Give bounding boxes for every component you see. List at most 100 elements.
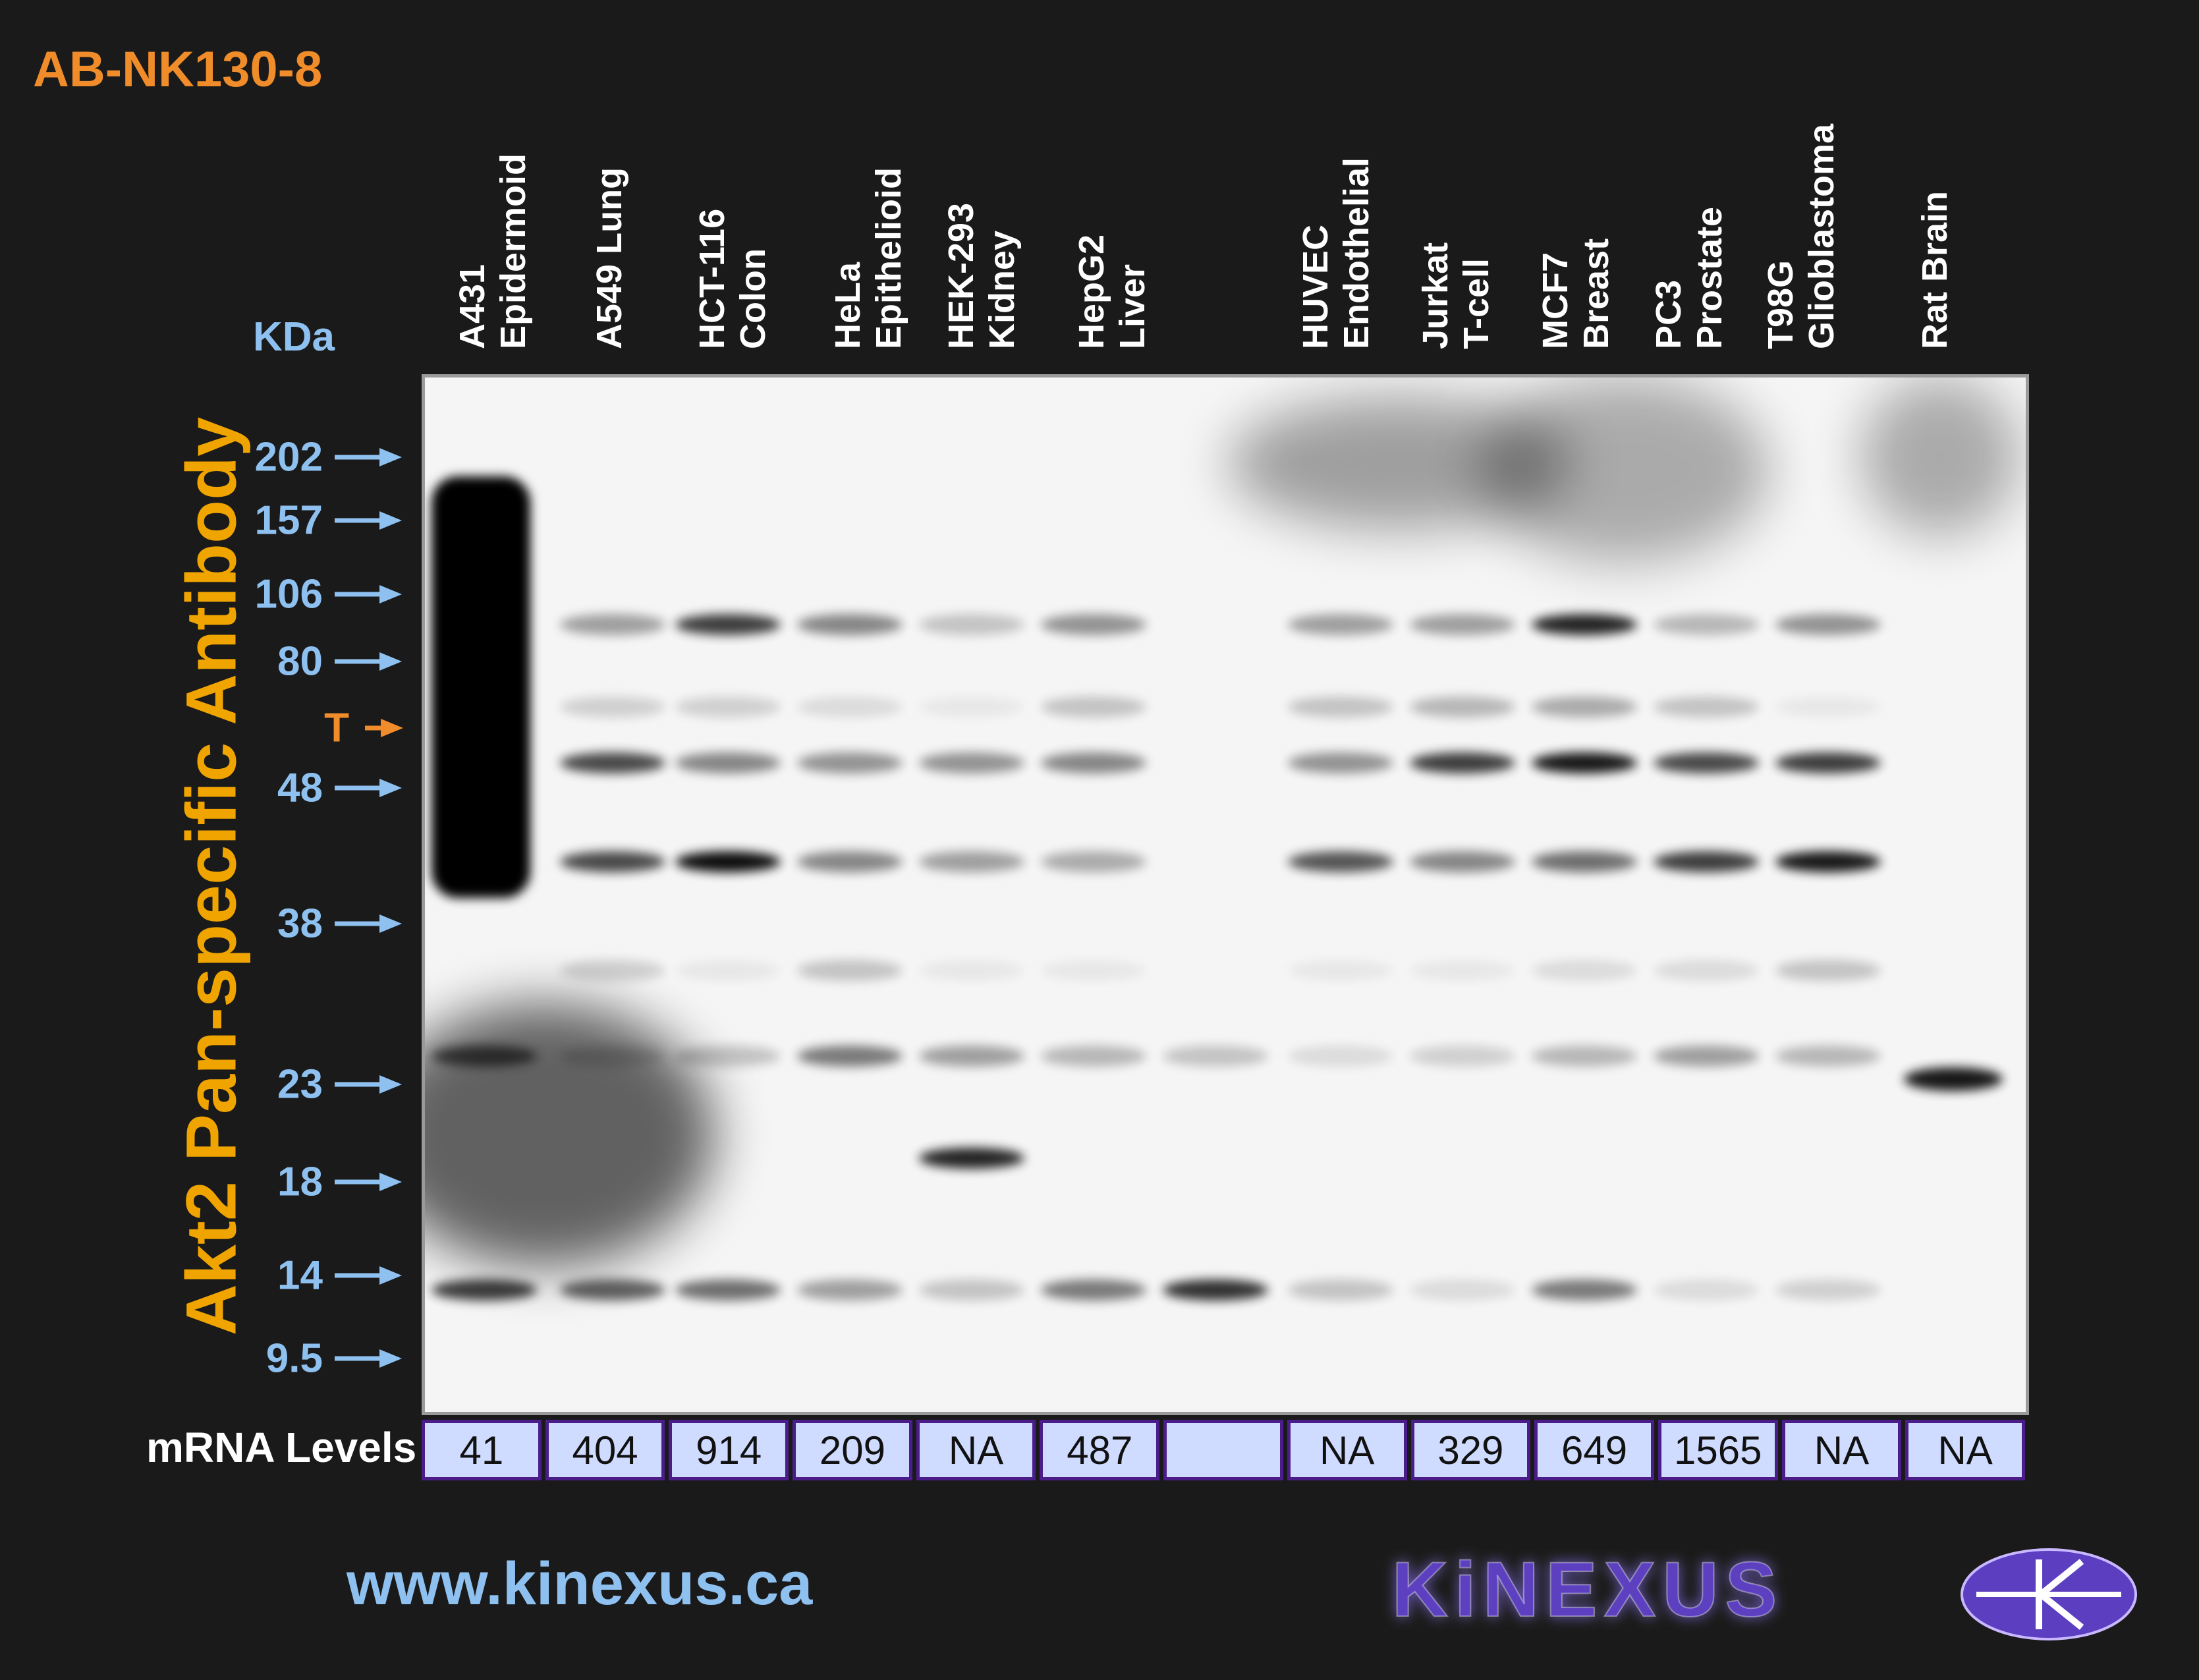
blot-band: [1654, 960, 1759, 981]
blot-band: [919, 1046, 1024, 1067]
blot-smudge: [1479, 378, 1769, 562]
lane-label-line2: T-cell: [1457, 258, 1496, 349]
blot-band: [675, 752, 781, 773]
marker-arrow-icon: [335, 1173, 402, 1191]
blot-band: [1410, 851, 1515, 872]
lane-label-line1: PC3: [1649, 279, 1688, 349]
blot-band: [1041, 960, 1146, 981]
blot-band: [1775, 752, 1881, 773]
blot-band: [1288, 614, 1393, 635]
blot-band: [1775, 614, 1881, 635]
mrna-level-cell: 914: [669, 1420, 789, 1480]
lane-label: Rat Brain: [1914, 191, 1955, 349]
blot-band: [1532, 1046, 1637, 1067]
blot-band: [675, 1046, 781, 1067]
blot-band: [1041, 851, 1146, 872]
blot-band: [675, 614, 781, 635]
blot-smudge: [1861, 378, 2019, 536]
mrna-levels-label: mRNA Levels: [146, 1424, 417, 1471]
blot-band: [797, 614, 903, 635]
marker-label: 80: [277, 638, 323, 685]
lane-label-line1: HUVEC: [1296, 224, 1335, 349]
blot-band: [560, 752, 665, 773]
blot-band: [1654, 851, 1759, 872]
mrna-level-cell: 1565: [1657, 1420, 1778, 1480]
blot-band: [797, 696, 903, 717]
blot-band: [675, 696, 781, 717]
blot-band: [919, 1279, 1024, 1301]
blot-band: [1288, 1046, 1393, 1067]
brand-wordmark: KiNEXUS: [1392, 1546, 1784, 1633]
blot-band: [1041, 752, 1146, 773]
mrna-level-cell: NA: [1287, 1420, 1407, 1480]
product-code: AB-NK130-8: [33, 42, 323, 98]
kda-label: KDa: [253, 314, 335, 360]
marker-arrow-icon: [335, 779, 402, 797]
lane-label: Jurkat T-cell: [1415, 242, 1497, 349]
lane-label: A549 Lung: [589, 167, 630, 349]
blot-band: [1288, 1279, 1393, 1301]
lane-label: A431 Epidermoid: [452, 154, 534, 349]
marker-arrow-icon: [335, 652, 402, 671]
lane-label-line2: Liver: [1113, 264, 1152, 349]
lane-label: HCT-116 Colon: [692, 209, 773, 349]
blot-band: [1410, 614, 1515, 635]
lane-label-line2: Epidermoid: [493, 153, 533, 349]
blot-band: [1041, 1046, 1146, 1067]
blot-band: [1410, 696, 1515, 717]
blot-band: [1288, 960, 1393, 981]
blot-band: [1654, 696, 1759, 717]
lane-label-line2: Colon: [733, 248, 773, 349]
blot-band: [431, 1279, 537, 1301]
blot-bands: [425, 378, 2019, 1301]
marker-label: 23: [277, 1061, 323, 1107]
lane-label-line1: A431: [453, 264, 492, 349]
blot-band: [1654, 752, 1759, 773]
blot-band: [1288, 752, 1393, 773]
kinexus-wordmark-logo: KiNEXUS: [1391, 1546, 1784, 1634]
mrna-level-cell: NA: [1781, 1420, 1902, 1480]
blot-band: [1041, 1279, 1146, 1301]
saturated-lane-smear: [431, 476, 530, 898]
blot-band: [1904, 1067, 2003, 1091]
blot-band: [560, 696, 665, 717]
lane-label-line1: Rat Brain: [1915, 190, 1955, 349]
lane-label: HepG2 Liver: [1071, 235, 1153, 349]
blot-band: [1532, 1279, 1637, 1301]
marker-label: 38: [277, 901, 323, 947]
mrna-level-cell: 209: [793, 1420, 912, 1480]
mrna-level-cell: NA: [1905, 1420, 2025, 1480]
lane-label-line1: MCF7: [1536, 252, 1575, 349]
marker-arrow-icon: [335, 914, 402, 933]
marker-label: 48: [277, 765, 323, 811]
blot-band: [1410, 752, 1515, 773]
lane-label-line1: HEK-293: [941, 202, 981, 349]
blot-band: [1163, 1046, 1268, 1067]
marker-arrow-icon: [335, 511, 402, 530]
lane-label-line1: HeLa: [828, 262, 868, 349]
blot-band: [1410, 1046, 1515, 1067]
western-blot-image: [422, 374, 2029, 1415]
blot-band: [560, 1046, 665, 1067]
blot-band: [560, 960, 665, 981]
blot-band: [919, 752, 1024, 773]
blot-band: [1775, 1046, 1881, 1067]
lane-label-line1: Jurkat: [1416, 242, 1455, 349]
lane-label-line1: A549 Lung: [590, 167, 629, 349]
blot-band: [1410, 1279, 1515, 1301]
mrna-level-cell: 649: [1534, 1420, 1654, 1480]
lane-label: MCF7 Breast: [1535, 238, 1617, 349]
blot-band: [797, 960, 903, 981]
blot-band: [1041, 614, 1146, 635]
blot-band: [1654, 614, 1759, 635]
blot-band: [1163, 1279, 1268, 1301]
marker-arrow-icon: [335, 1349, 402, 1368]
blot-band: [1654, 1279, 1759, 1301]
blot-band: [1041, 696, 1146, 717]
blot-band: [919, 614, 1024, 635]
marker-arrow-icon: [335, 585, 402, 603]
website-link[interactable]: www.kinexus.ca: [347, 1550, 813, 1617]
marker-label: 9.5: [265, 1335, 323, 1382]
marker-arrow-icon: [335, 1075, 402, 1094]
mrna-levels-row: 41 404 914 209 NA 487 NA 329 649 1565 NA NA: [422, 1420, 2029, 1480]
